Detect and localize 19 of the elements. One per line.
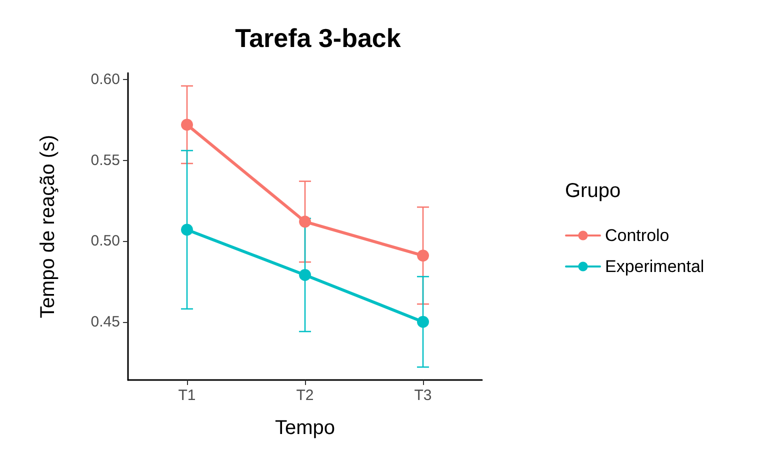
point [181, 118, 193, 131]
chart-title: Tarefa 3-back [235, 23, 402, 53]
y-axis-title: Tempo de reação (s) [37, 134, 59, 318]
point [417, 250, 429, 262]
y-tick-label: 0.60 [90, 70, 120, 88]
x-tick-label: T1 [178, 387, 196, 404]
y-tick-label: 0.55 [90, 152, 120, 169]
legend-label: Controlo [605, 226, 670, 245]
point [299, 268, 311, 281]
point [299, 216, 311, 228]
legend-title: Grupo [565, 180, 621, 202]
x-tick-label: T3 [414, 387, 432, 404]
y-tick-label: 0.45 [90, 313, 120, 330]
y-tick-label: 0.50 [90, 232, 120, 250]
x-axis-title: Tempo [274, 417, 336, 439]
x-tick-label: T2 [296, 387, 314, 404]
point [417, 316, 429, 328]
legend-label: Experimental [605, 257, 704, 276]
point [181, 224, 193, 236]
